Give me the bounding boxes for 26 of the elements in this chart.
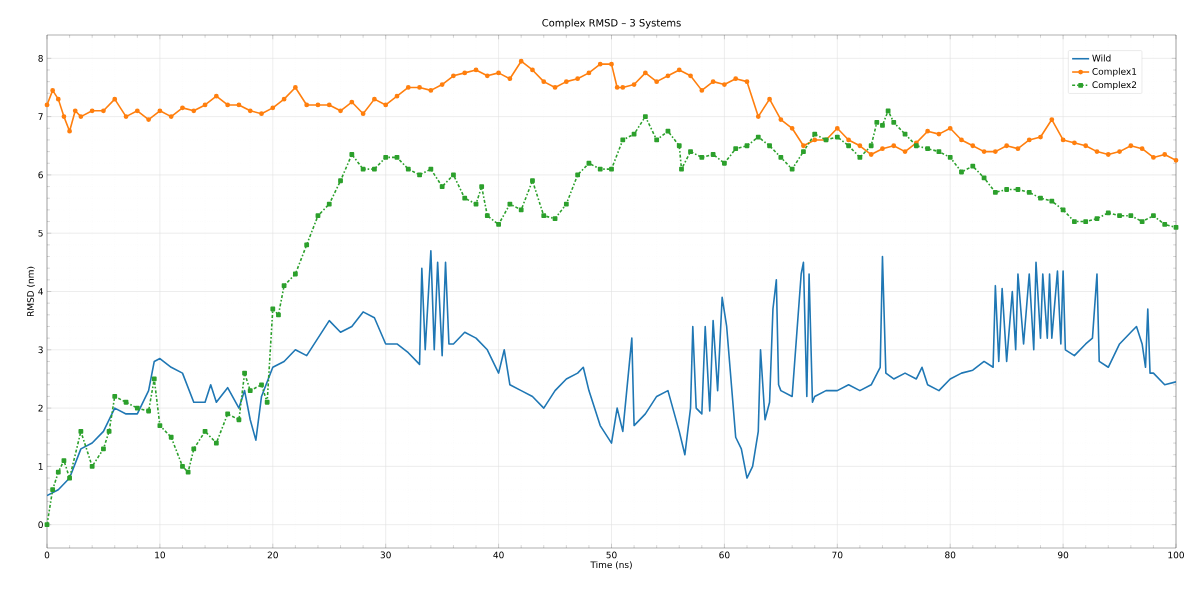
legend-label: Complex1 <box>1092 67 1137 77</box>
x-tick-label: 30 <box>380 551 391 559</box>
y-tick-label: 5 <box>38 229 43 237</box>
legend-label: Wild <box>1092 54 1111 62</box>
y-tick-label: 2 <box>38 404 43 412</box>
x-tick-label: 80 <box>945 551 956 559</box>
x-tick-label: 70 <box>832 551 843 559</box>
y-tick-label: 7 <box>38 113 43 120</box>
legend-label: Complex2 <box>1092 81 1137 90</box>
x-tick-label: 20 <box>267 551 278 559</box>
y-axis-title: RMSD (nm) <box>26 266 35 317</box>
y-tick-label: 0 <box>38 521 43 529</box>
x-tick-label: 0 <box>44 551 50 559</box>
chart-title: Complex RMSD – 3 Systems <box>542 18 681 29</box>
y-tick-label: 8 <box>38 54 43 62</box>
x-tick-label: 100 <box>1168 551 1184 559</box>
x-tick-label: 50 <box>606 551 617 559</box>
y-tick-label: 1 <box>38 463 43 470</box>
x-axis-title: Time (ns) <box>590 561 632 570</box>
y-tick-label: 3 <box>38 346 43 354</box>
y-tick-label: 4 <box>38 288 43 295</box>
x-tick-label: 40 <box>493 551 504 559</box>
x-tick-label: 90 <box>1057 551 1069 559</box>
x-tick-label: 10 <box>155 551 166 559</box>
y-tick-label: 6 <box>38 171 43 179</box>
x-tick-label: 60 <box>719 551 730 559</box>
